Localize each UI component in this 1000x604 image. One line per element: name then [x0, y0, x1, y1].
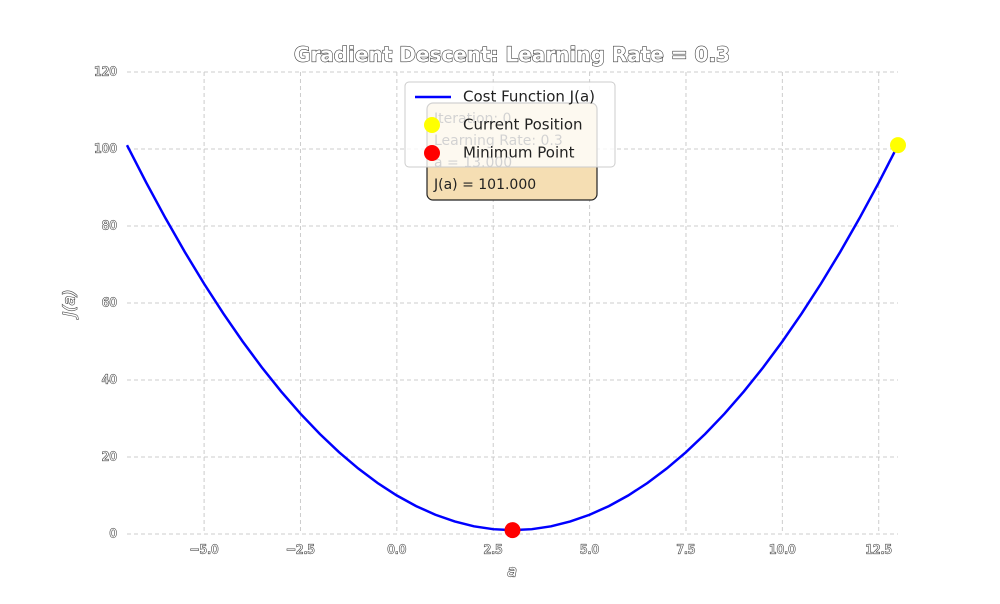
x-tick-label: 2.5	[484, 543, 503, 557]
annotation-text: J(a) = 101.000	[433, 177, 536, 193]
x-tick-label: 5.0	[580, 543, 599, 557]
legend-box	[404, 81, 616, 168]
legend-swatch	[424, 117, 440, 133]
y-tick-label: 0	[109, 527, 117, 541]
x-tick-label: −2.5	[286, 543, 315, 557]
y-axis-label: J(a)	[60, 289, 79, 319]
legend-label: Current Position	[463, 116, 583, 134]
point-marker	[504, 522, 521, 539]
y-tick-label: 80	[102, 219, 117, 233]
y-tick-label: 40	[102, 373, 117, 387]
x-tick-label: −5.0	[190, 543, 219, 557]
legend-label: Cost Function J(a)	[463, 88, 595, 106]
chart-title: Gradient Descent: Learning Rate = 0.3	[294, 43, 730, 67]
x-tick-label: 12.5	[865, 543, 892, 557]
y-tick-label: 120	[94, 65, 117, 79]
x-axis-label: a	[507, 562, 517, 581]
x-tick-label: 7.5	[676, 543, 695, 557]
x-tick-label: 0.0	[387, 543, 406, 557]
legend-label: Minimum Point	[463, 144, 575, 162]
y-tick-label: 60	[102, 296, 117, 310]
legend-swatch	[424, 145, 440, 161]
y-tick-label: 100	[94, 142, 117, 156]
x-tick-label: 10.0	[769, 543, 796, 557]
point-marker	[890, 137, 906, 154]
y-tick-label: 20	[102, 450, 117, 464]
